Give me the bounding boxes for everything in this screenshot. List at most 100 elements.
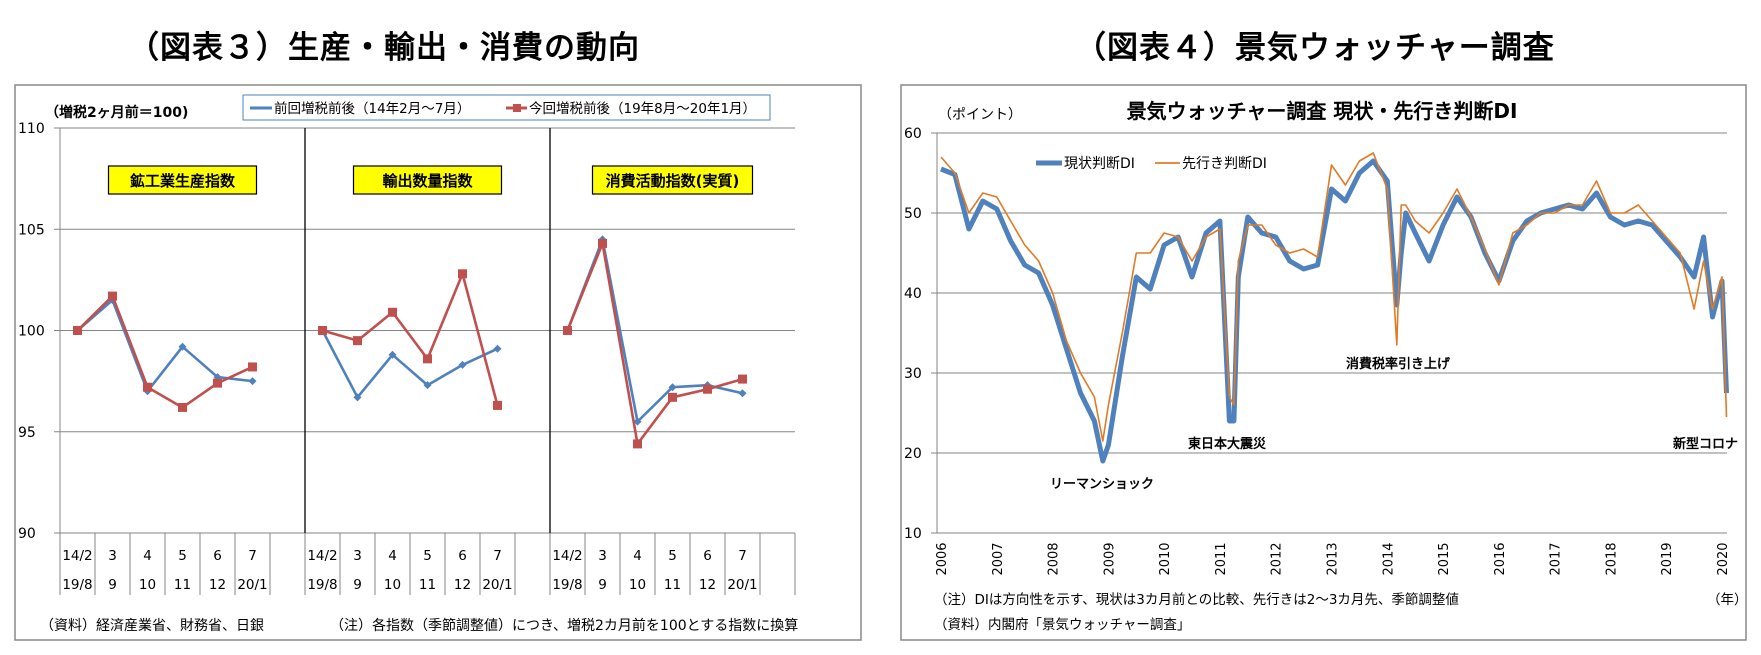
right-legend: 現状判断DI 先行き判断DI xyxy=(1036,156,1267,172)
annotation-tax-hike: 消費税率引き上げ xyxy=(1346,356,1451,372)
x-tick-label-2014: 5 xyxy=(423,548,432,564)
x-tick-label-2019: 19/8 xyxy=(307,577,337,593)
x-tick-label-2019: 11 xyxy=(664,577,681,593)
panel-label: 消費活動指数(実質) xyxy=(606,172,740,190)
y-tick-label: 105 xyxy=(18,222,45,238)
series-line-outlook-di xyxy=(940,152,1728,442)
y-tick-label: 110 xyxy=(18,121,45,137)
data-point-current xyxy=(493,400,502,410)
figure-3-heading: （図表３）生産・輸出・消費の動向 xyxy=(128,30,640,66)
x-tick-label-2019: 12 xyxy=(454,577,471,593)
x-tick-label-2014: 5 xyxy=(668,548,677,564)
x-tick-label-2019: 19/8 xyxy=(552,577,582,593)
x-tick-label-2019: 12 xyxy=(699,577,716,593)
x-tick-label-2014: 14/2 xyxy=(552,548,582,564)
data-point-previous xyxy=(668,383,677,392)
x-tick-label: 2020 xyxy=(1716,542,1731,575)
x-tick-label-2014: 6 xyxy=(703,548,712,564)
x-tick-label: 2010 xyxy=(1158,542,1173,575)
data-point-previous xyxy=(493,344,502,353)
x-tick-label-2019: 20/1 xyxy=(727,577,757,593)
series-line-previous xyxy=(76,298,253,393)
data-point-current xyxy=(633,439,642,449)
data-point-current xyxy=(458,269,467,279)
x-tick-label-2019: 9 xyxy=(108,577,117,593)
figure-4-heading: （図表４）景気ウォッチャー調査 xyxy=(1075,30,1555,66)
x-tick-label-2014: 3 xyxy=(598,548,607,564)
y-tick-label: 20 xyxy=(904,446,922,462)
right-footnote: （注）DIは方向性を示す、現状は3カ月前との比較、先行きは2～3カ月先、季節調整… xyxy=(934,591,1459,608)
data-point-current xyxy=(178,402,187,412)
data-point-current xyxy=(703,384,712,394)
x-tick-label-2019: 9 xyxy=(598,577,607,593)
data-point-previous xyxy=(458,360,467,369)
panel-label: 輸出数量指数 xyxy=(382,172,473,190)
series-line-previous xyxy=(321,329,499,399)
x-tick-label-2019: 12 xyxy=(209,577,226,593)
legend-label-current: 今回増税前後（19年8月～20年1月） xyxy=(529,100,756,117)
data-point-previous xyxy=(423,381,432,390)
x-tick-label: 2015 xyxy=(1437,542,1452,575)
x-tick-label-2014: 4 xyxy=(143,548,152,564)
legend-label-previous: 前回増税前後（14年2月～7月） xyxy=(274,100,470,117)
x-tick-label-2014: 7 xyxy=(493,548,502,564)
x-tick-label-2019: 10 xyxy=(139,577,156,593)
right-chart-title: 景気ウォッチャー調査 現状・先行き判断DI xyxy=(1127,99,1518,123)
annotation-lehman: リーマンショック xyxy=(1050,477,1154,492)
data-point-current xyxy=(423,354,432,364)
x-tick-label-2014: 14/2 xyxy=(307,548,337,564)
panel-label-box xyxy=(591,165,754,195)
x-tick-label: 2012 xyxy=(1270,542,1285,575)
legend-label-outlook-di: 先行き判断DI xyxy=(1182,156,1267,172)
right-year-unit: （年） xyxy=(1707,592,1748,608)
x-tick-label-2014: 5 xyxy=(178,548,187,564)
data-point-previous xyxy=(353,393,362,402)
x-tick-label-2019: 20/1 xyxy=(482,577,512,593)
annotation-covid: 新型コロナ xyxy=(1673,436,1738,452)
series-line-current xyxy=(322,272,499,406)
annotation-earthquake: 東日本大震災 xyxy=(1188,436,1267,452)
right-source-note: （資料）内閣府「景気ウォッチャー調査」 xyxy=(934,617,1190,633)
x-tick-label-2019: 10 xyxy=(384,577,401,593)
x-tick-label: 2011 xyxy=(1214,542,1229,575)
data-point-current xyxy=(668,392,677,402)
x-tick-label-2019: 20/1 xyxy=(237,577,267,593)
panel-label-box xyxy=(107,165,258,195)
data-point-current xyxy=(738,374,747,384)
series-line-current xyxy=(76,294,254,409)
series-line-current-di xyxy=(940,158,1729,464)
x-tick-label-2014: 3 xyxy=(353,548,362,564)
left-chart-frame xyxy=(14,84,862,641)
data-point-current xyxy=(213,378,222,388)
data-point-current xyxy=(388,307,397,317)
x-tick-label: 2006 xyxy=(935,542,950,575)
panel-label: 鉱工業生産指数 xyxy=(130,172,236,190)
data-point-current xyxy=(318,326,327,335)
x-tick-label-2014: 7 xyxy=(738,548,747,564)
x-tick-label: 2018 xyxy=(1604,542,1619,575)
left-unit-note: （増税2ヶ月前＝100) xyxy=(45,104,188,121)
data-point-previous xyxy=(388,350,397,359)
x-tick-label: 2017 xyxy=(1549,542,1564,575)
x-tick-label: 2016 xyxy=(1493,542,1508,575)
data-point-current xyxy=(73,326,82,335)
y-tick-label: 30 xyxy=(904,366,922,382)
data-point-previous xyxy=(633,417,642,426)
x-tick-label-2014: 3 xyxy=(108,548,117,564)
x-tick-label: 2019 xyxy=(1660,542,1675,575)
data-point-previous xyxy=(248,377,257,386)
x-tick-label-2014: 6 xyxy=(213,548,222,564)
left-legend: 前回増税前後（14年2月～7月） 今回増税前後（19年8月～20年1月） xyxy=(242,94,771,121)
x-tick-label: 2009 xyxy=(1102,542,1117,575)
x-tick-label-2019: 10 xyxy=(629,577,646,593)
y-tick-label: 10 xyxy=(904,526,922,542)
legend-label-current-di: 現状判断DI xyxy=(1064,156,1135,172)
data-point-current xyxy=(563,326,572,335)
data-point-previous xyxy=(178,342,187,351)
data-point-current xyxy=(353,336,362,346)
x-tick-label-2019: 9 xyxy=(353,577,362,593)
y-tick-label: 90 xyxy=(18,526,36,542)
x-tick-label-2019: 11 xyxy=(419,577,436,593)
y-tick-label: 95 xyxy=(18,425,36,441)
